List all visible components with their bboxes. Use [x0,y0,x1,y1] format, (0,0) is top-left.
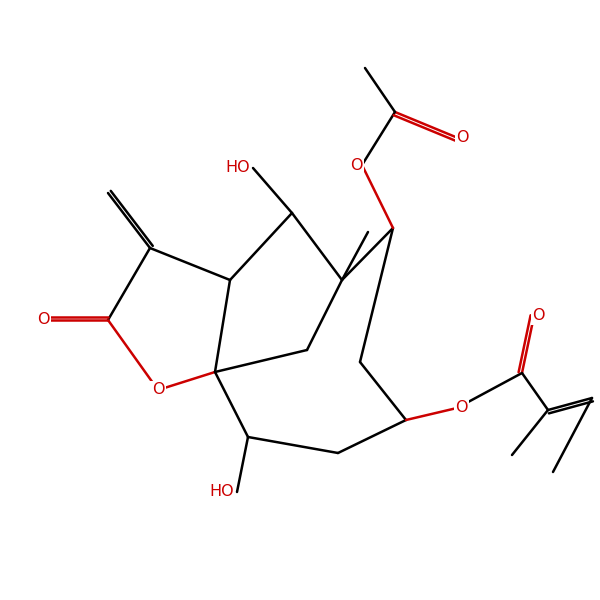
Text: O: O [37,313,49,328]
Text: O: O [457,130,469,145]
Text: O: O [533,308,545,323]
Text: O: O [350,157,362,173]
Text: O: O [152,383,164,397]
Text: HO: HO [209,485,234,499]
Text: HO: HO [226,160,250,175]
Text: O: O [455,401,468,415]
